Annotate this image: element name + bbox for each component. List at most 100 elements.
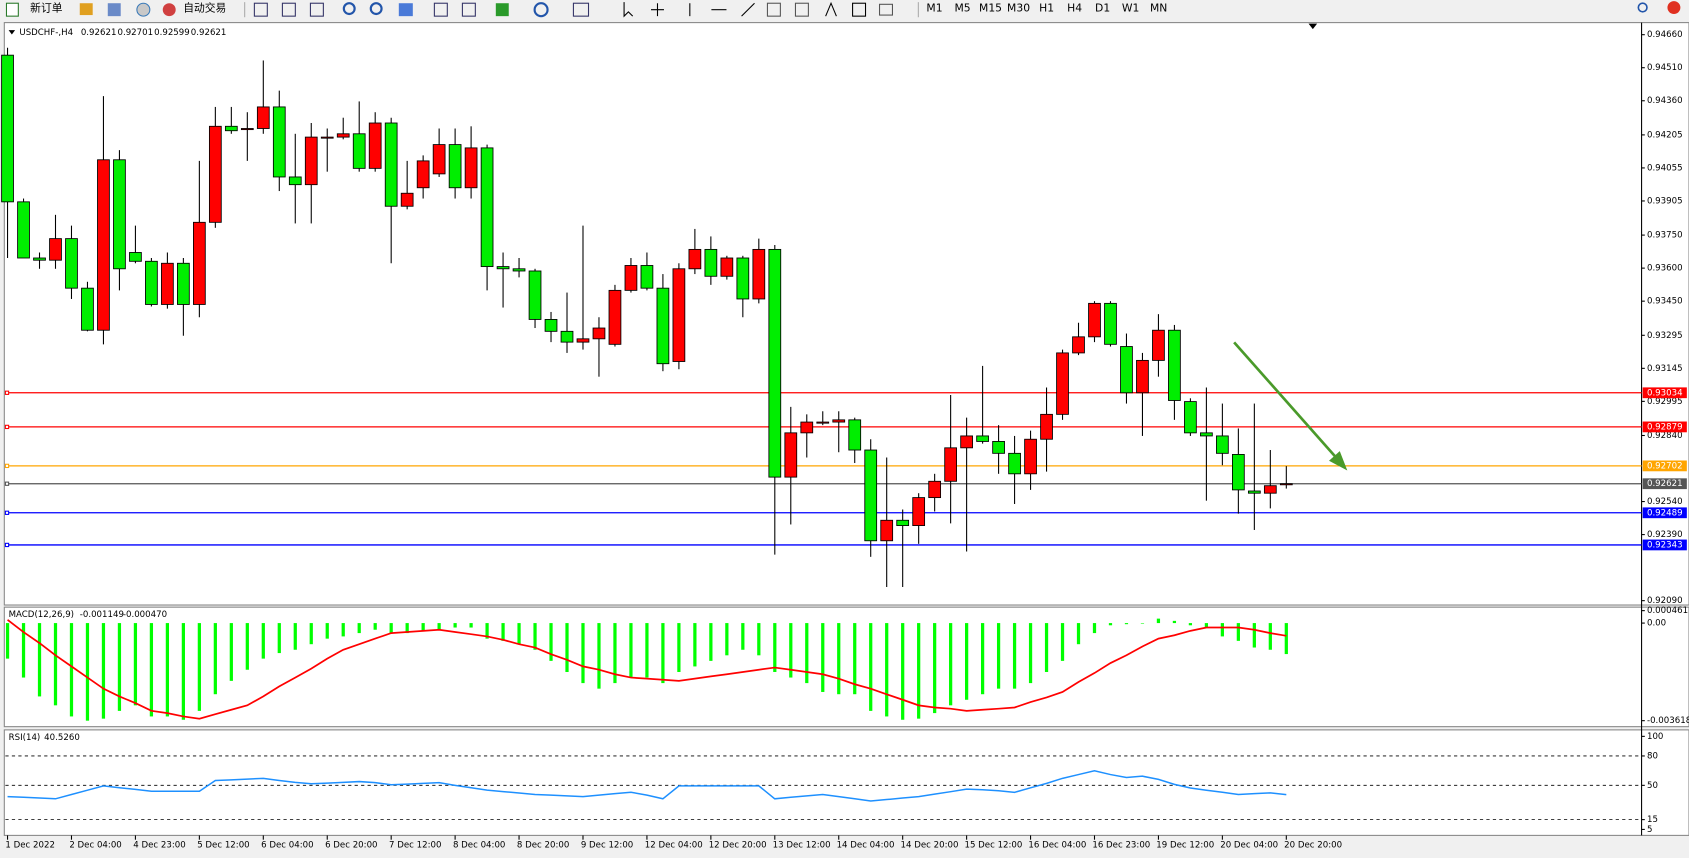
- level-marker: [4, 390, 10, 395]
- candle-body: [224, 125, 238, 132]
- new-order-button[interactable]: 新订单: [30, 2, 63, 15]
- zoom-in[interactable]: [342, 2, 356, 16]
- candle-body: [193, 221, 206, 305]
- price-tag: [1642, 478, 1687, 490]
- macd-bar: [1284, 623, 1288, 655]
- macd-bar: [725, 623, 729, 656]
- candle-body: [832, 419, 846, 423]
- trendline-tool[interactable]: [741, 2, 755, 17]
- timeframe-button[interactable]: M1: [926, 2, 942, 15]
- candle-body: [81, 287, 94, 331]
- x-tick-label: 7 Dec 12:00: [389, 841, 441, 851]
- macd-signal-value: -0.000470: [123, 610, 167, 620]
- macd-bar: [1252, 623, 1256, 648]
- timeframe-button[interactable]: M5: [954, 2, 970, 15]
- y-tick-label: 0.92840: [1647, 431, 1683, 441]
- icon[interactable]: [107, 3, 121, 17]
- candle-body: [672, 268, 686, 362]
- search[interactable]: [1637, 2, 1648, 13]
- macd-bar: [1204, 623, 1209, 628]
- toolbar-bg: [0, 0, 1689, 20]
- macd-bar: [245, 623, 249, 670]
- candle-body: [1088, 302, 1101, 338]
- candle-body: [560, 330, 574, 343]
- rsi-panel-bg: [3, 729, 1689, 836]
- level-marker: [4, 510, 10, 515]
- level-marker: [4, 424, 10, 430]
- macd-bar: [197, 623, 201, 711]
- auto-trading-icon[interactable]: [162, 3, 176, 17]
- price-tag-label: 0.92702: [1647, 461, 1683, 471]
- candle-body: [368, 122, 382, 169]
- zoom-out[interactable]: [369, 2, 383, 16]
- annotation-arrow: [1233, 341, 1342, 464]
- candle-body: [592, 327, 606, 340]
- icon[interactable]: [766, 2, 781, 17]
- timeframe-button[interactable]: M30: [1007, 2, 1030, 15]
- candle-body: [624, 265, 638, 291]
- timeframe-button[interactable]: H4: [1067, 2, 1082, 15]
- macd-bar: [1220, 623, 1224, 637]
- icon[interactable]: [79, 3, 93, 16]
- y-tick-label: 50: [1647, 781, 1658, 791]
- macd-bar: [581, 623, 585, 684]
- icon[interactable]: [794, 2, 809, 17]
- macd-bar: [453, 623, 457, 628]
- macd-bar: [901, 623, 905, 720]
- macd-bar: [1060, 623, 1065, 661]
- macd-bar: [325, 623, 329, 639]
- high-value: 0.92701: [117, 28, 153, 38]
- timeframe-button[interactable]: D1: [1095, 2, 1110, 15]
- timeframe-group: M1 M5 M15 M30 H1 H4 D1 W1 MN: [926, 2, 1167, 15]
- icon[interactable]: [433, 2, 448, 17]
- icon[interactable]: [398, 3, 413, 17]
- icon[interactable]: [533, 2, 549, 18]
- macd-bar: [21, 623, 26, 678]
- icon[interactable]: [461, 2, 476, 17]
- icon[interactable]: [136, 2, 151, 17]
- timeframe-button[interactable]: M15: [979, 2, 1002, 15]
- x-tick-label: 16 Dec 04:00: [1028, 841, 1086, 851]
- text-tool[interactable]: [825, 1, 837, 17]
- candle-body: [1024, 438, 1037, 475]
- icon[interactable]: [572, 2, 590, 17]
- crosshair-tool[interactable]: [651, 3, 664, 17]
- icon[interactable]: [878, 3, 894, 16]
- macd-panel-bg: [3, 606, 1689, 728]
- candle-body: [608, 289, 622, 345]
- toolbar: 新订单 自动交易 M1 M5 M15 M30 H1 H4 D1 W1 MN: [0, 0, 1689, 20]
- new-order-icon[interactable]: [5, 2, 19, 17]
- candle-body: [432, 144, 446, 175]
- candle-body: [384, 122, 398, 207]
- candle-body: [1263, 485, 1277, 494]
- timeframe-button[interactable]: W1: [1122, 2, 1140, 15]
- x-tick-label: 8 Dec 04:00: [453, 841, 505, 851]
- candle-body: [416, 160, 430, 189]
- y-tick-label: 0.94510: [1647, 63, 1683, 73]
- macd-bar: [53, 623, 58, 706]
- candle-body: [304, 136, 318, 186]
- icon[interactable]: [253, 2, 268, 17]
- cursor-tool[interactable]: [623, 2, 634, 18]
- candle-body: [768, 248, 782, 478]
- icon[interactable]: [495, 3, 509, 17]
- candle-body: [1008, 452, 1021, 475]
- macd-bar: [629, 623, 633, 678]
- notification[interactable]: [1667, 1, 1681, 14]
- icon[interactable]: [309, 2, 324, 17]
- candle-body: [800, 421, 814, 434]
- y-tick-label: 0.93905: [1647, 196, 1683, 206]
- timeframe-button[interactable]: H1: [1039, 2, 1054, 15]
- icon[interactable]: [281, 2, 296, 17]
- timeframe-button[interactable]: MN: [1150, 2, 1167, 15]
- auto-trading-button[interactable]: 自动交易: [183, 2, 226, 15]
- x-tick-label: 20 Dec 04:00: [1220, 841, 1278, 851]
- candle-body: [848, 419, 862, 451]
- macd-bar: [357, 623, 361, 634]
- candle-body: [336, 133, 350, 138]
- label-tool[interactable]: [852, 2, 867, 17]
- price-tag: [1642, 460, 1687, 472]
- candle-body: [688, 248, 702, 270]
- candle-body: [640, 265, 654, 289]
- candle-body: [208, 125, 222, 223]
